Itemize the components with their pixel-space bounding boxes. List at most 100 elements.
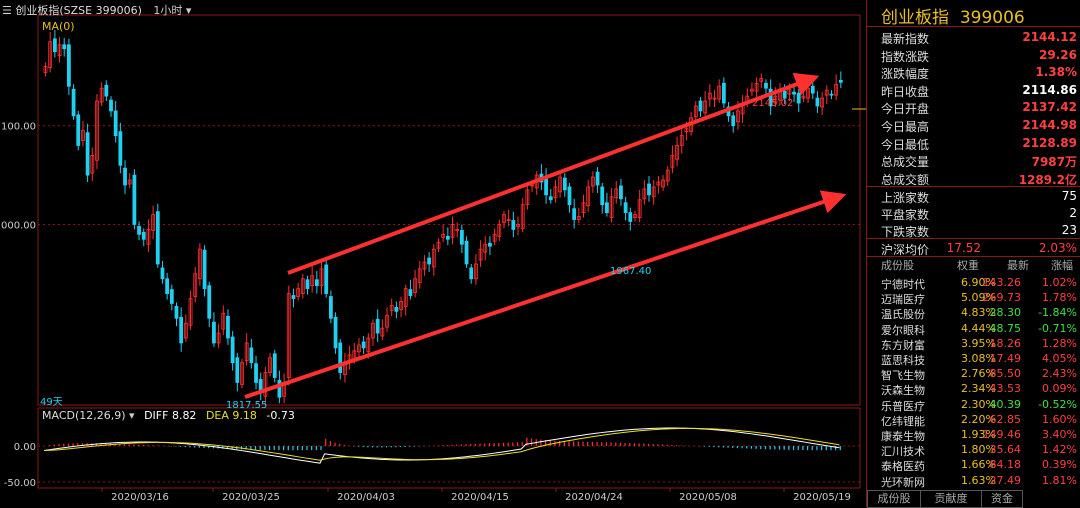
chevron-down-icon[interactable]: ▾ xyxy=(129,409,135,422)
breadth-row: 平盘家数 2 xyxy=(881,204,1077,222)
candle-body xyxy=(127,179,132,185)
candle-body xyxy=(71,88,76,117)
stock-name: 沃森生物 xyxy=(881,384,925,398)
candle-body xyxy=(216,332,221,344)
quote-value: 2128.89 xyxy=(1022,135,1077,150)
stock-name: 亿纬锂能 xyxy=(881,414,925,428)
stock-name: 蓝思科技 xyxy=(881,354,925,367)
candle-body xyxy=(286,293,291,378)
candle-body xyxy=(824,89,829,96)
menu-icon[interactable]: ☰ xyxy=(2,4,16,17)
stock-name: 爱尔眼科 xyxy=(881,323,925,337)
candle-body xyxy=(113,110,118,137)
quote-label: 指数涨跌 xyxy=(881,49,930,64)
high-annotation: 2145.02 xyxy=(752,98,793,109)
macd-title: MACD(12,26,9) xyxy=(42,409,126,422)
stock-row[interactable]: 迈瑞医疗 5.09% 269.73 1.78% xyxy=(881,290,1077,307)
stock-price: 18.26 xyxy=(989,336,1022,350)
stock-row[interactable]: 汇川技术 1.80% 35.64 1.42% xyxy=(881,442,1077,459)
stock-row[interactable]: 泰格医药 1.66% 84.18 0.39% xyxy=(881,457,1077,473)
stock-row[interactable]: 温氏股份 4.83% 28.30 -1.84% xyxy=(881,305,1077,321)
candle-body xyxy=(600,186,605,206)
candle-body xyxy=(183,322,188,339)
candle-body xyxy=(385,314,389,328)
candle-body xyxy=(417,268,422,284)
stock-weight: 4.83% xyxy=(961,306,996,320)
stock-weight: 1.80% xyxy=(961,443,996,457)
tab-constituents[interactable]: 成份股 xyxy=(867,490,921,508)
stock-row[interactable]: 爱尔眼科 4.44% 48.75 -0.71% xyxy=(881,321,1077,337)
candle-body xyxy=(413,278,417,293)
candle-body xyxy=(796,92,801,104)
candle-body xyxy=(595,171,600,186)
candle-body xyxy=(764,82,768,89)
candle-body xyxy=(829,93,834,96)
candle-body xyxy=(244,342,249,362)
stock-weight: 2.76% xyxy=(961,367,996,381)
stock-weight: 2.34% xyxy=(961,382,996,396)
candle-body xyxy=(633,214,637,218)
quote-value: 2144.12 xyxy=(1022,30,1077,44)
candle-body xyxy=(436,241,441,249)
breadth-label: 上涨家数 xyxy=(881,191,930,205)
candle-body xyxy=(684,128,689,133)
stock-change: 1.42% xyxy=(1042,443,1077,457)
stock-name: 迈瑞医疗 xyxy=(881,293,925,307)
kline-chart[interactable]: 2100.00 2000.00 0.00 -50.00 2020/03/16 2020/0… xyxy=(0,0,866,507)
stock-change: 1.78% xyxy=(1042,291,1077,305)
candle-body xyxy=(670,154,675,168)
stock-row[interactable]: 亿纬锂能 2.20% 62.85 1.60% xyxy=(881,412,1077,428)
candle-body xyxy=(693,105,698,118)
stock-price: 143.26 xyxy=(982,276,1022,289)
candle-body xyxy=(492,233,497,242)
stock-row[interactable]: 宁德时代 6.90% 143.26 1.02% xyxy=(881,275,1077,291)
stock-row[interactable]: 沃森生物 2.34% 43.53 0.09% xyxy=(881,381,1077,398)
chart-header[interactable]: ☰ 创业板指(SZSE 399006) 1小时 ▾ xyxy=(2,2,191,18)
stock-price: 84.18 xyxy=(989,458,1022,472)
stock-row[interactable]: 光环新网 1.63% 27.49 1.81% xyxy=(881,473,1077,489)
quote-value: 2137.42 xyxy=(1022,100,1077,115)
tab-funds[interactable]: 资金 xyxy=(981,490,1023,508)
tab-contribution[interactable]: 贡献度 xyxy=(920,490,982,508)
stock-row[interactable]: 乐普医疗 2.30% 40.39 -0.52% xyxy=(881,397,1077,413)
candle-body xyxy=(151,214,156,231)
quote-row: 今日最高 2144.98 xyxy=(881,116,1077,134)
stock-price: 269.73 xyxy=(982,291,1022,305)
breadth-value: 2 xyxy=(1069,206,1077,220)
breadth-value: 23 xyxy=(1061,223,1077,237)
lower-trend-arrow xyxy=(244,190,847,399)
stock-price: 17.49 xyxy=(989,352,1022,365)
candle-body xyxy=(474,263,478,280)
candle-body xyxy=(193,273,198,297)
stock-name: 汇川技术 xyxy=(881,445,925,459)
candle-body xyxy=(516,224,520,227)
candle-body xyxy=(768,88,773,107)
stock-row[interactable]: 康泰生物 1.93% 149.46 3.40% xyxy=(881,427,1077,443)
stock-price: 62.85 xyxy=(989,412,1022,426)
stock-weight: 1.66% xyxy=(961,458,996,472)
stock-price: 40.39 xyxy=(989,397,1022,411)
candle-body xyxy=(787,88,792,95)
diff-value: DIFF 8.82 xyxy=(144,409,197,422)
candle-body xyxy=(272,353,277,378)
stock-change: 1.60% xyxy=(1042,412,1077,426)
stock-change: 3.40% xyxy=(1042,428,1077,441)
candle-body xyxy=(530,184,534,187)
candle-body xyxy=(249,347,254,364)
candle-body xyxy=(567,186,572,206)
stocks-header-change: 涨幅 xyxy=(1051,259,1073,272)
candle-body xyxy=(801,95,806,99)
candle-body xyxy=(174,306,179,319)
candle-body xyxy=(179,316,184,344)
candle-body xyxy=(62,44,67,50)
stock-row[interactable]: 东方财富 3.95% 18.26 1.28% xyxy=(881,336,1077,352)
stock-row[interactable]: 蓝思科技 3.08% 17.49 4.05% xyxy=(881,351,1077,367)
x-tick-label: 2020/03/16 xyxy=(111,492,169,503)
stock-weight: 1.63% xyxy=(961,473,996,487)
candle-body xyxy=(782,90,787,99)
quote-label: 今日最高 xyxy=(881,120,930,134)
stock-row[interactable]: 智飞生物 2.76% 85.50 2.43% xyxy=(881,366,1077,382)
period-selector[interactable]: 1小时 ▾ xyxy=(153,4,192,17)
price-frame xyxy=(37,14,861,406)
quote-row: 今日开盘 2137.42 xyxy=(881,98,1077,116)
